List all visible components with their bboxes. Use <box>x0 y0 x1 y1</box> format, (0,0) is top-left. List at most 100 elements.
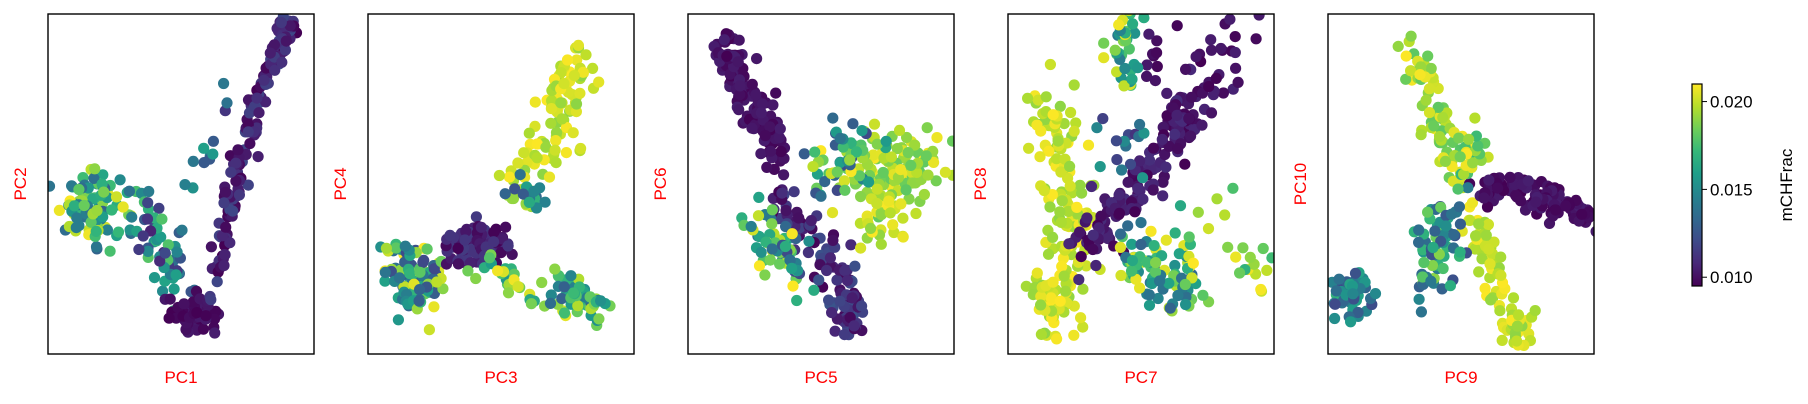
data-point <box>279 44 291 56</box>
data-point <box>1496 334 1508 346</box>
data-point <box>1058 270 1070 282</box>
data-point <box>545 289 557 301</box>
data-point <box>1453 132 1465 144</box>
scatter-points <box>708 28 954 341</box>
data-point <box>1345 316 1357 328</box>
data-point <box>575 142 587 155</box>
data-point <box>875 238 887 250</box>
data-point <box>1148 240 1160 252</box>
data-point <box>831 166 843 178</box>
data-point <box>1126 73 1138 85</box>
data-point <box>155 231 167 243</box>
data-point <box>561 54 574 66</box>
data-point <box>1052 135 1064 147</box>
data-point <box>1044 58 1056 71</box>
data-point <box>1439 155 1451 167</box>
data-point <box>829 325 841 337</box>
data-point <box>101 224 113 236</box>
data-point <box>733 104 745 116</box>
data-point <box>1125 265 1138 277</box>
data-point <box>1420 94 1432 106</box>
data-point <box>142 245 154 257</box>
data-point <box>1035 299 1047 311</box>
data-point <box>517 188 529 200</box>
data-point <box>751 53 763 65</box>
data-point <box>773 132 786 144</box>
data-point <box>1414 69 1426 81</box>
data-point <box>1113 189 1125 201</box>
data-point <box>1035 328 1047 340</box>
data-point <box>1215 42 1227 55</box>
data-point <box>595 295 607 307</box>
data-point <box>546 95 558 107</box>
data-point <box>98 186 110 198</box>
data-point <box>1352 306 1364 319</box>
data-point <box>580 49 592 61</box>
data-point <box>452 258 464 270</box>
data-point <box>276 56 288 68</box>
data-point <box>1113 207 1126 219</box>
data-point <box>786 262 798 274</box>
data-point <box>809 146 821 158</box>
data-point <box>1055 216 1067 228</box>
data-point <box>1333 273 1345 285</box>
data-point <box>244 138 256 150</box>
data-point <box>218 259 230 272</box>
data-point <box>1425 62 1437 75</box>
data-point <box>855 242 867 254</box>
data-point <box>1043 145 1055 157</box>
data-point <box>230 175 242 187</box>
data-point <box>71 212 83 224</box>
data-point <box>885 151 898 163</box>
data-point <box>545 117 557 129</box>
data-point <box>1253 14 1265 21</box>
data-point <box>1478 192 1490 204</box>
data-point <box>930 175 942 187</box>
data-point <box>1040 91 1052 103</box>
data-point <box>755 246 767 258</box>
data-point <box>1047 276 1059 288</box>
data-point <box>1090 259 1102 272</box>
data-point <box>1224 14 1236 25</box>
data-point <box>218 77 230 90</box>
data-point <box>1196 119 1208 131</box>
data-point <box>1492 182 1504 194</box>
x-axis-label: PC9 <box>1444 368 1477 387</box>
data-point <box>1174 200 1187 212</box>
data-point <box>1042 248 1055 260</box>
data-point <box>807 161 819 173</box>
data-point <box>1469 112 1481 124</box>
data-point <box>1034 151 1046 163</box>
data-point <box>779 240 792 253</box>
data-point <box>947 135 954 147</box>
data-point <box>558 281 570 293</box>
data-point <box>1161 87 1173 99</box>
data-point <box>776 187 788 199</box>
data-point <box>1135 217 1147 229</box>
data-point <box>1452 183 1464 195</box>
data-point <box>114 174 126 186</box>
data-point <box>1463 133 1475 145</box>
data-point <box>766 243 778 255</box>
data-point <box>1437 111 1449 124</box>
data-point <box>871 197 883 210</box>
data-point <box>1081 212 1093 224</box>
data-point <box>839 265 851 277</box>
axes-frame <box>47 13 315 355</box>
data-point <box>1169 128 1181 140</box>
data-point <box>216 230 228 242</box>
data-point <box>280 35 292 47</box>
data-point <box>1114 241 1126 253</box>
data-point <box>1050 153 1063 165</box>
scatter-points <box>1328 30 1594 354</box>
y-axis-label: PC8 <box>971 167 990 200</box>
data-point <box>775 145 787 158</box>
data-point <box>225 166 237 178</box>
data-point <box>1110 135 1122 147</box>
data-point <box>750 89 762 101</box>
data-point <box>1205 34 1217 46</box>
data-point <box>1156 133 1168 146</box>
data-point <box>901 131 913 144</box>
data-point <box>734 89 746 101</box>
axes-frame <box>687 13 955 355</box>
